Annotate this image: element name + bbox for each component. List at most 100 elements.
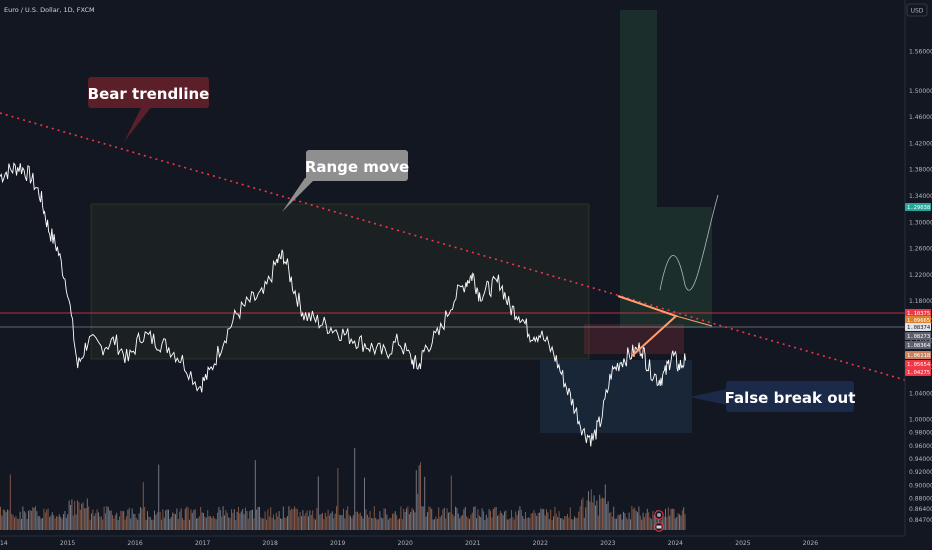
volume-bar: [485, 514, 487, 530]
volume-bar: [561, 518, 563, 530]
volume-bar: [170, 516, 172, 530]
y-tick-label: 0.86400: [909, 506, 932, 513]
volume-bar: [408, 514, 410, 530]
currency-button[interactable]: USD: [906, 3, 928, 17]
volume-bar: [488, 509, 490, 530]
volume-bar: [105, 513, 106, 530]
volume-bar: [198, 516, 200, 530]
volume-bar: [575, 517, 577, 530]
volume-bar: [303, 515, 305, 530]
volume-bar: [505, 510, 507, 530]
volume-bar: [144, 507, 146, 530]
volume-bar: [85, 508, 87, 530]
volume-bar: [672, 508, 673, 530]
y-tick-label: 0.92000: [909, 469, 932, 476]
volume-bar: [354, 447, 356, 530]
volume-bar: [506, 519, 508, 530]
volume-bar: [295, 508, 297, 530]
time-axis[interactable]: 2014 2015 2016 2017 2018 2019 2020 2021 2022 2023…: [0, 540, 818, 547]
volume-bar: [520, 509, 522, 530]
volume-bar: [361, 516, 363, 530]
stop-zone[interactable]: [584, 324, 684, 354]
volume-bar: [242, 508, 244, 530]
volume-bar: [445, 518, 447, 530]
volume-bar: [574, 516, 575, 530]
volume-bar: [256, 509, 258, 530]
price-axis[interactable]: 1.56000 1.50000 1.46000 1.42000 1.38000 1.340…: [909, 48, 932, 524]
volume-bar: [443, 507, 445, 530]
volume-bar: [422, 506, 424, 530]
bear-trendline[interactable]: [0, 112, 906, 381]
x-tick-label: 2017: [195, 540, 210, 547]
volume-bar: [508, 519, 510, 530]
volume-bar: [459, 518, 461, 530]
volume-bar: [77, 500, 78, 530]
volume-bar: [407, 506, 409, 530]
volume-bar: [499, 510, 501, 530]
volume-bar: [51, 512, 53, 530]
volume-bar: [247, 518, 249, 530]
volume-bar: [557, 517, 559, 530]
price-badge-bg: [905, 332, 931, 340]
volume-bar: [616, 518, 617, 530]
volume-bar: [560, 518, 561, 530]
x-tick-label: 2014: [0, 540, 8, 547]
x-tick-label: 2022: [533, 540, 548, 547]
volume-bar: [603, 498, 605, 530]
volume-bar: [58, 514, 60, 530]
volume-bar: [263, 518, 265, 530]
volume-bar: [618, 515, 620, 530]
volume-bar: [84, 508, 85, 530]
event-marker-2[interactable]: [654, 522, 664, 532]
volume-bar: [344, 518, 346, 530]
volume-bar: [526, 518, 528, 530]
volume-bar: [281, 518, 283, 530]
volume-bar: [154, 510, 155, 530]
projection-path[interactable]: [659, 194, 719, 291]
volume-bar: [65, 517, 67, 530]
false-break-annotation[interactable]: False break out: [690, 381, 855, 412]
range-move-annotation[interactable]: Range move: [282, 150, 409, 212]
volume-bar: [341, 515, 343, 530]
long-target-zone-2[interactable]: [657, 207, 712, 328]
range-zone[interactable]: [90, 203, 590, 360]
volume-bar: [44, 512, 46, 530]
volume-bar: [126, 516, 127, 530]
volume-bar: [260, 517, 262, 530]
false-break-label: False break out: [725, 389, 856, 407]
volume-bar: [623, 511, 624, 530]
volume-bar: [427, 512, 428, 530]
bear-trendline-annotation[interactable]: Bear trendline: [88, 77, 210, 142]
volume-bar: [424, 476, 426, 530]
volume-bar: [431, 508, 433, 530]
volume-bar: [487, 517, 489, 530]
volume-bar: [606, 504, 608, 530]
volume-bar: [163, 517, 165, 530]
volume-bar: [193, 510, 195, 530]
volume-bar: [60, 517, 62, 530]
volume-bar: [448, 512, 449, 530]
volume-bar: [401, 519, 403, 530]
volume-bar: [294, 506, 295, 530]
volume-bar: [543, 508, 545, 530]
volume-bar: [95, 513, 97, 530]
long-target-zone-1[interactable]: [620, 10, 657, 328]
volume-bar: [175, 514, 176, 530]
volume-layer: [0, 447, 686, 530]
symbol-title: Euro / U.S. Dollar, 1D, FXCM: [4, 6, 95, 14]
volume-bar: [467, 517, 469, 530]
volume-bar: [403, 508, 405, 530]
volume-bar: [483, 511, 484, 530]
volume-bar: [478, 515, 480, 530]
volume-bar: [663, 516, 665, 530]
volume-bar: [474, 506, 476, 530]
volume-bar: [630, 519, 631, 530]
volume-bar: [326, 516, 328, 530]
volume-bar: [147, 511, 148, 530]
volume-bar: [568, 517, 570, 530]
event-marker-1[interactable]: [654, 510, 664, 520]
volume-bar: [565, 516, 567, 530]
volume-bar: [404, 511, 406, 530]
volume-bar: [18, 519, 20, 530]
